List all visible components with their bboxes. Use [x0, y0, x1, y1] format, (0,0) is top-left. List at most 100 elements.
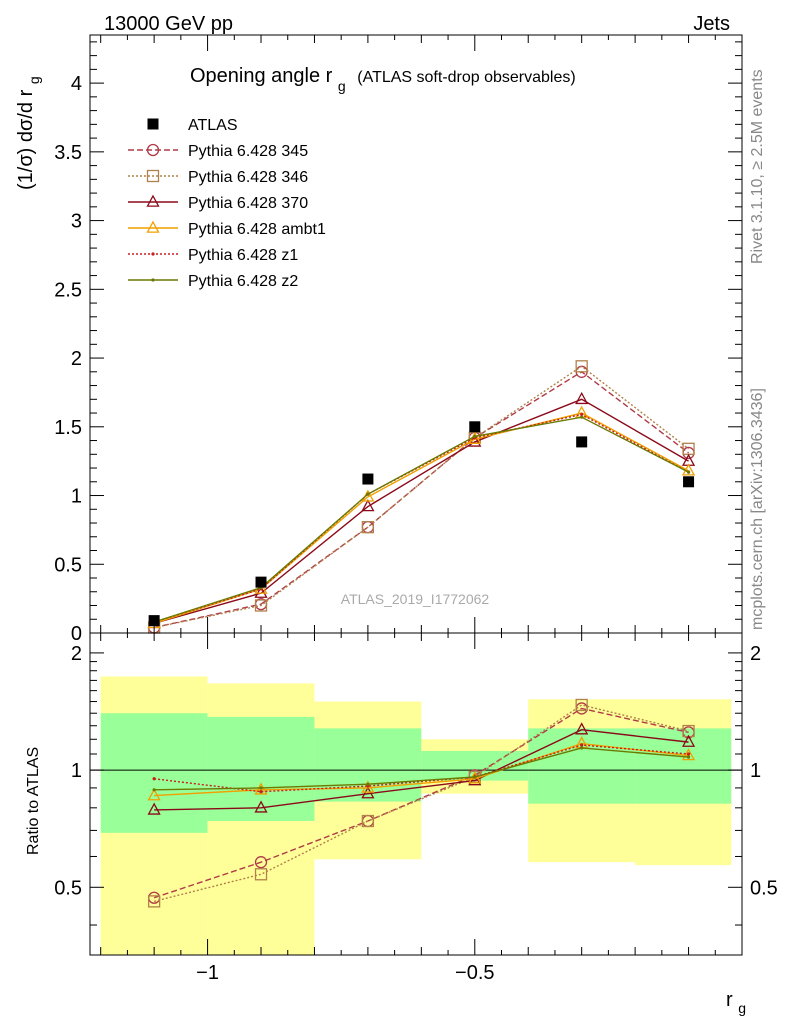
main-series-line-4 — [153, 413, 689, 623]
ratio-band-green-4 — [528, 728, 636, 804]
main-series-3-point-5 — [681, 463, 696, 476]
ratio-series-0-point-1 — [254, 856, 268, 869]
main-series-5-point-2 — [366, 492, 370, 496]
ratio-xtick-label-1: −0.5 — [455, 962, 494, 984]
legend-label-3: Pythia 6.428 ambt1 — [188, 221, 326, 238]
main-series-line-1 — [153, 365, 689, 629]
legend-label-0: Pythia 6.428 345 — [188, 143, 308, 160]
main-series-5-point-5 — [686, 470, 691, 474]
legend-atlas-marker — [147, 118, 159, 130]
main-series-4-point-4 — [580, 412, 584, 417]
mcplots-label: mcplots.cern.ch [arXiv:1306.3436] — [749, 388, 766, 630]
main-title-text: Opening angle r — [190, 65, 333, 87]
legend-marker-5 — [151, 278, 155, 282]
main-ylabel: (1/σ) dσ/d r g — [15, 76, 42, 190]
main-title-extra: (ATLAS soft-drop observables) — [357, 69, 575, 86]
atlas-data-point-2 — [362, 473, 374, 485]
ratio-series-1-point-0 — [147, 895, 161, 908]
legend-label-4: Pythia 6.428 z1 — [188, 247, 298, 264]
main-ytick-label-1: 0.5 — [54, 554, 82, 576]
legend-label-1: Pythia 6.428 346 — [188, 169, 308, 186]
main-series-2-point-1 — [254, 585, 268, 598]
ratio-series-1-point-2 — [361, 814, 375, 828]
ratio-series-3-point-5 — [681, 748, 696, 761]
main-ytick-label-0: 0 — [71, 623, 82, 645]
ratio-ytick-label-right-0: 0.5 — [750, 877, 778, 899]
ratio-series-4-point-0 — [152, 777, 156, 781]
atlas-data-point-5 — [683, 476, 695, 488]
main-series-line-5 — [153, 416, 689, 623]
main-series-5-point-4 — [580, 415, 584, 419]
ratio-series-3-point-0 — [147, 788, 161, 801]
header-left: 13000 GeV pp — [104, 13, 233, 35]
main-title-sub: g — [338, 78, 346, 94]
ratio-series-line-2 — [154, 728, 689, 811]
legend-marker-1 — [146, 169, 160, 183]
main-series-5-point-3 — [473, 434, 477, 439]
ratio-panel: 0.5 0.5 1 1 2 2 −1 −0.5 — [54, 632, 778, 984]
legend-marker-3 — [146, 220, 160, 233]
main-ytick-label-6: 3 — [71, 211, 82, 233]
atlas-data-point-0 — [148, 615, 160, 627]
ratio-series-line-4 — [154, 744, 689, 793]
ratio-band-green-2 — [314, 728, 422, 802]
main-series-1-point-4 — [575, 360, 588, 373]
main-series-1-point-1 — [254, 599, 268, 612]
main-series-2-point-4 — [575, 391, 589, 405]
legend-atlas-label: ATLAS — [188, 117, 238, 134]
ratio-series-5-point-1 — [259, 786, 263, 790]
main-ytick-label-5: 2.5 — [54, 279, 82, 301]
ratio-series-5-point-5 — [686, 755, 691, 759]
ratio-ytick-label-2: 2 — [71, 643, 82, 665]
main-ylabel-text: (1/σ) dσ/d r — [15, 89, 37, 190]
main-ytick-label-3: 1.5 — [54, 417, 82, 439]
ratio-band-green-1 — [207, 716, 315, 822]
ratio-series-4-point-4 — [580, 743, 584, 747]
ratio-series-1-point-4 — [575, 698, 588, 712]
ratio-series-5-point-3 — [473, 775, 477, 779]
ratio-band-green-5 — [635, 728, 732, 804]
atlas-data-point-4 — [576, 436, 588, 448]
main-title: Opening angle r g (ATLAS soft-drop obser… — [190, 65, 576, 96]
ratio-ytick-label-0: 0.5 — [54, 877, 82, 899]
ratio-band-green-0 — [100, 713, 208, 833]
ratio-series-2-point-1 — [254, 800, 268, 813]
legend-marker-4 — [151, 252, 155, 256]
legend-label-2: Pythia 6.428 370 — [188, 195, 308, 212]
ratio-series-line-5 — [154, 747, 689, 791]
legend-label-5: Pythia 6.428 z2 — [188, 273, 298, 290]
ratio-series-line-3 — [154, 742, 689, 797]
main-ytick-label-2: 1 — [71, 486, 82, 508]
ratio-series-4-point-1 — [259, 790, 263, 794]
watermark: ATLAS_2019_I1772062 — [341, 591, 490, 607]
ratio-xlabel-sub: g — [738, 1000, 746, 1016]
ratio-ytick-label-1: 1 — [71, 760, 82, 782]
legend: ATLAS Pythia 6.428 345 Pythia 6.428 346 Pyt… — [128, 117, 326, 290]
main-ytick-label-4: 2 — [71, 348, 82, 370]
atlas-data-point-1 — [255, 576, 267, 588]
ratio-series-1-point-1 — [254, 868, 268, 881]
ratio-series-2-point-0 — [147, 802, 161, 815]
ratio-ytick-label-right-2: 2 — [750, 643, 761, 665]
legend-marker-2 — [146, 194, 160, 207]
main-series-line-2 — [153, 398, 689, 625]
ratio-series-5-point-4 — [580, 746, 584, 750]
ratio-series-3-point-2 — [361, 780, 375, 793]
main-panel: 0 0.5 1 1.5 2 2.5 3 3.5 4 — [54, 34, 743, 645]
main-series-2-point-2 — [361, 499, 375, 512]
ratio-ytick-label-right-1: 1 — [750, 760, 761, 782]
ratio-frame — [89, 632, 743, 956]
ratio-series-3-point-1 — [254, 782, 268, 795]
header-right: Jets — [693, 13, 730, 35]
main-ytick-label-8: 4 — [71, 73, 82, 95]
ratio-series-5-point-2 — [366, 782, 370, 786]
ratio-series-4-point-5 — [686, 752, 691, 756]
ratio-series-2-point-4 — [575, 722, 589, 735]
ratio-series-line-1 — [153, 704, 689, 903]
rivet-label: Rivet 3.1.10, ≥ 2.5M events — [749, 69, 766, 264]
atlas-data-point-3 — [469, 421, 481, 433]
main-ylabel-sub: g — [26, 76, 42, 84]
ratio-xlabel: r g — [726, 989, 746, 1016]
main-series-line-0 — [153, 370, 689, 629]
